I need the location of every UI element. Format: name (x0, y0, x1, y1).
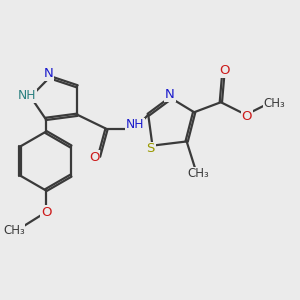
Text: O: O (242, 110, 252, 123)
Text: S: S (147, 142, 155, 155)
Text: CH₃: CH₃ (3, 224, 25, 237)
Text: CH₃: CH₃ (187, 167, 209, 181)
Text: CH₃: CH₃ (263, 97, 285, 110)
Text: O: O (219, 64, 230, 77)
Text: N: N (44, 68, 53, 80)
Text: O: O (89, 151, 99, 164)
Text: N: N (165, 88, 175, 101)
Text: O: O (41, 206, 52, 219)
Text: NH: NH (18, 89, 37, 103)
Text: NH: NH (126, 118, 145, 131)
